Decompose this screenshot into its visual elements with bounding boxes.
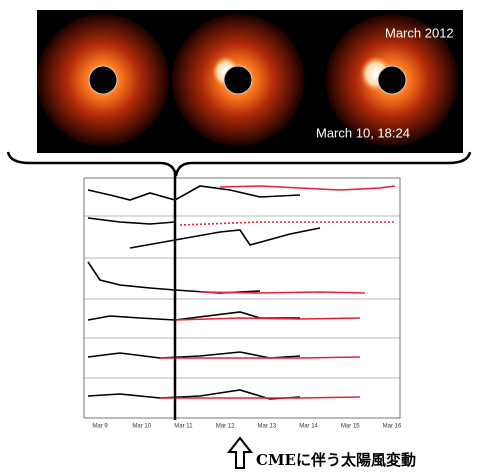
date-label: Mar 15 <box>341 424 360 430</box>
solar-wind-plot <box>84 172 400 420</box>
date-label: Mar 10 <box>132 424 151 430</box>
coronagraph-images: March 2012 March 10, 18:24 <box>37 10 463 153</box>
date-label: Mar 14 <box>299 424 318 430</box>
arrow <box>229 438 251 468</box>
figure: March 2012 March 10, 18:24 Mar 9Mar 10Ma <box>0 0 479 473</box>
date-label: Mar 12 <box>216 424 235 430</box>
date-label: Mar 9 <box>92 424 108 430</box>
date-axis: Mar 9 Mar 10 Mar 11 Mar 12 Mar 13 Mar 14 Mar 1… <box>92 424 402 430</box>
date-label: Mar 16 <box>383 424 402 430</box>
image-month-label: March 2012 <box>385 25 454 40</box>
date-label: Mar 11 <box>174 424 193 430</box>
caption: CMEに伴う太陽風変動 <box>256 451 416 469</box>
date-label: Mar 13 <box>258 424 277 430</box>
brace <box>8 152 470 176</box>
image-time-label: March 10, 18:24 <box>316 125 410 140</box>
